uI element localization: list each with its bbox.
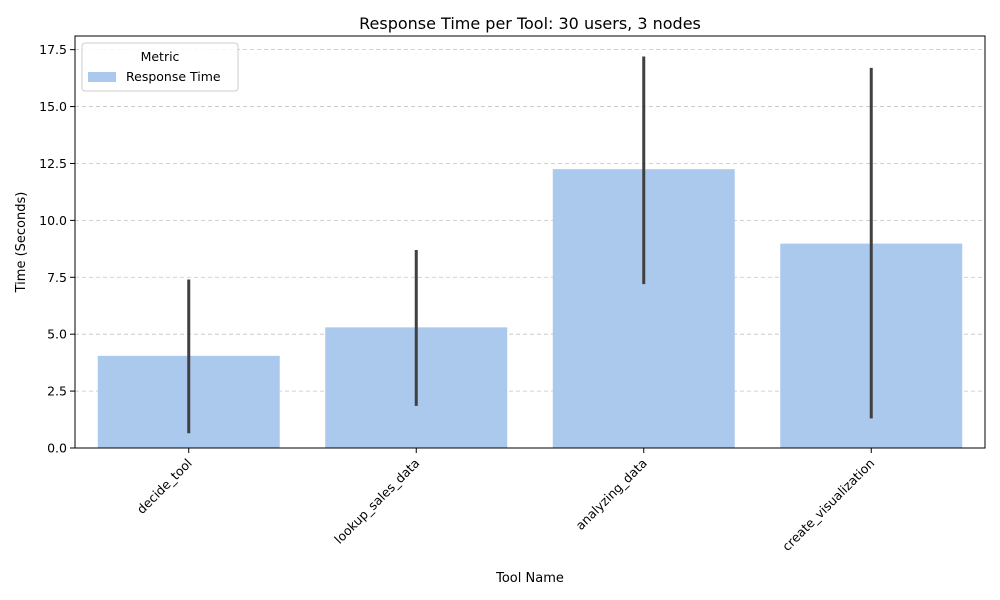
legend-swatch <box>88 72 116 82</box>
y-tick-label: 7.5 <box>47 270 67 285</box>
x-tick-label: analyzing_data <box>572 456 649 533</box>
x-axis-ticks: decide_tool lookup_sales_data analyzing_da… <box>134 448 877 554</box>
x-tick-label: lookup_sales_data <box>331 456 422 547</box>
y-tick-label: 15.0 <box>39 99 67 114</box>
plot-frame <box>74 35 986 449</box>
y-axis-label: Time (Seconds) <box>14 192 29 294</box>
y-tick-label: 5.0 <box>47 327 67 342</box>
y-tick-label: 17.5 <box>39 42 67 57</box>
x-tick-label: create_visualization <box>779 456 877 554</box>
x-tick-label: decide_tool <box>134 456 195 517</box>
bars <box>97 169 963 448</box>
legend: Metric Response Time <box>81 42 239 92</box>
x-axis-label: Tool Name <box>495 571 564 586</box>
error-bars <box>187 56 873 434</box>
chart-title: Response Time per Tool: 30 users, 3 node… <box>359 14 701 33</box>
y-tick-label: 12.5 <box>39 156 67 171</box>
y-tick-label: 2.5 <box>47 384 67 399</box>
y-axis-ticks: 0.0 2.5 5.0 7.5 10.0 12.5 15.0 17.5 <box>39 42 75 456</box>
y-tick-label: 0.0 <box>47 441 67 456</box>
legend-title: Metric <box>141 49 180 64</box>
y-tick-label: 10.0 <box>39 213 67 228</box>
legend-box <box>81 42 239 92</box>
legend-entry-label: Response Time <box>126 69 221 84</box>
